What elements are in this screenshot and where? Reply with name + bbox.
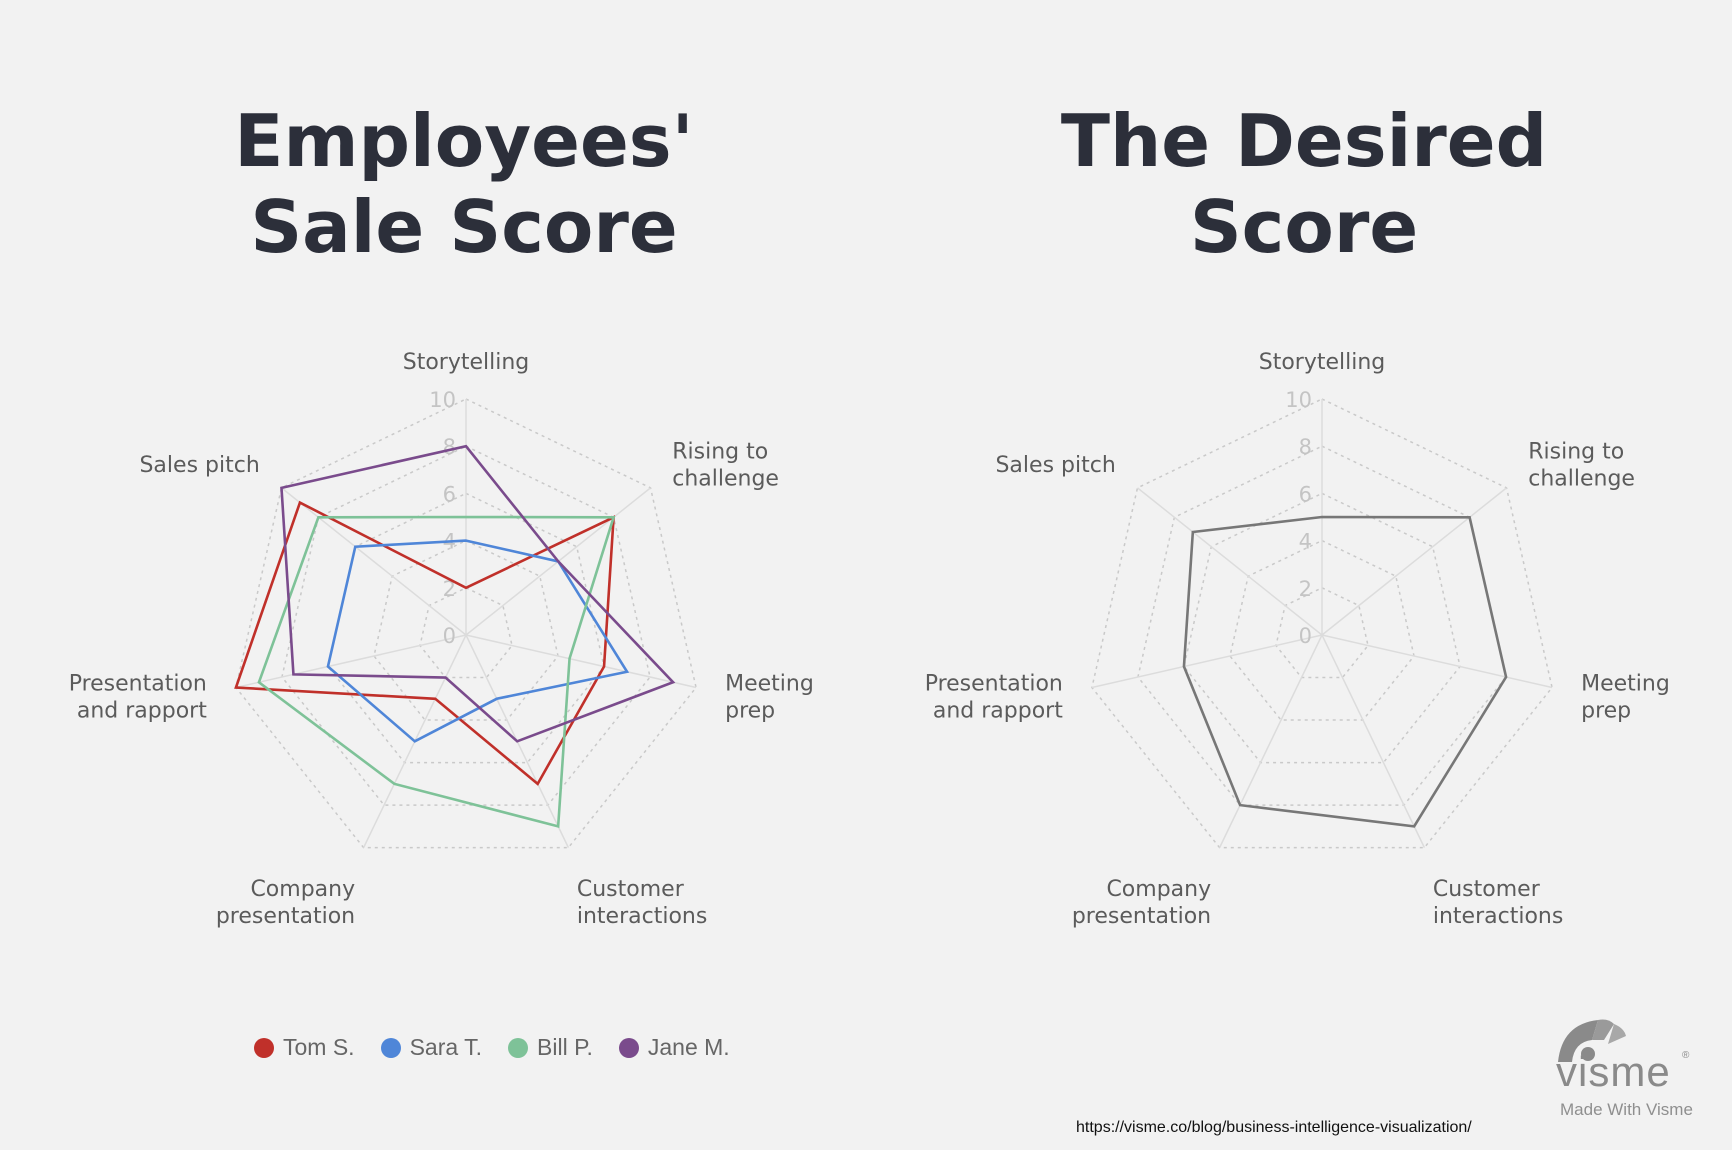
title-line-1: The Desired xyxy=(1060,99,1548,183)
legend-item-bill[interactable]: Bill P. xyxy=(508,1034,593,1061)
axis-label: Meeting xyxy=(1581,671,1670,696)
axis-spoke xyxy=(1137,487,1323,636)
axis-label: Meeting xyxy=(725,671,814,696)
tick-label: 6 xyxy=(1299,482,1312,506)
tick-label: 6 xyxy=(443,482,456,506)
grid-ring xyxy=(1275,586,1369,679)
logo-registered-mark: ® xyxy=(1682,1050,1690,1061)
axis-label: challenge xyxy=(672,467,779,492)
axis-label: Sales pitch xyxy=(995,453,1115,478)
axis-label: interactions xyxy=(577,904,707,929)
grid-ring xyxy=(1137,445,1507,806)
chart-title-desired: The Desired Score xyxy=(1004,98,1604,270)
series-line xyxy=(234,500,616,786)
axis-label: Rising to xyxy=(1528,440,1624,465)
title-line-1: Employees' xyxy=(234,99,694,183)
axis-spoke xyxy=(235,634,467,689)
visme-logo-icon xyxy=(1558,1019,1626,1062)
legend-label: Sara T. xyxy=(409,1034,483,1060)
axis-label: and rapport xyxy=(77,698,207,723)
tick-label: 8 xyxy=(1299,435,1312,459)
axis-label: interactions xyxy=(1433,904,1563,929)
axis-label: Storytelling xyxy=(1259,350,1386,375)
title-line-2: Sale Score xyxy=(250,185,678,269)
tick-label: 4 xyxy=(1299,530,1312,554)
grid-ring xyxy=(419,586,513,679)
series-line xyxy=(326,539,630,743)
axis-spoke xyxy=(1218,634,1323,848)
grid-ring xyxy=(1091,398,1553,849)
series-line xyxy=(280,444,676,743)
legend-dot xyxy=(618,1037,639,1058)
tick-label: 0 xyxy=(1299,624,1312,648)
tick-label: 8 xyxy=(443,435,456,459)
tick-label: 10 xyxy=(429,388,456,412)
logo-tagline: Made With Visme xyxy=(1560,1100,1693,1119)
legend-item-jane[interactable]: Jane M. xyxy=(618,1034,730,1061)
legend-label: Tom S. xyxy=(283,1034,355,1060)
axis-label: Customer xyxy=(1433,877,1541,902)
axis-label: Company xyxy=(1106,877,1211,902)
grid-ring xyxy=(1229,539,1415,721)
legend-label: Jane M. xyxy=(647,1034,730,1060)
axis-label: Presentation xyxy=(925,671,1063,696)
source-url[interactable]: https://visme.co/blog/business-intellige… xyxy=(1076,1119,1472,1136)
tick-label: 0 xyxy=(443,624,456,648)
tick-label: 2 xyxy=(443,577,456,601)
chart-title-employees: Employees' Sale Score xyxy=(164,98,764,270)
grid-ring xyxy=(373,539,559,721)
axis-label: Sales pitch xyxy=(139,453,259,478)
series-line xyxy=(257,515,616,829)
axis-spoke xyxy=(281,487,467,636)
axis-label: presentation xyxy=(216,904,355,929)
axis-label: and rapport xyxy=(933,698,1063,723)
axis-spoke xyxy=(1091,634,1323,689)
legend-item-tom[interactable]: Tom S. xyxy=(254,1034,355,1061)
axis-spoke xyxy=(1321,487,1507,636)
axis-label: prep xyxy=(1581,698,1631,723)
logo-wordmark: visme xyxy=(1556,1048,1671,1095)
axis-spoke xyxy=(1321,634,1553,689)
legend-label: Bill P. xyxy=(537,1034,593,1060)
grid-ring xyxy=(1183,492,1461,764)
legend-item-sara[interactable]: Sara T. xyxy=(380,1034,483,1061)
axis-label: Rising to xyxy=(672,440,768,465)
axis-label: challenge xyxy=(1528,467,1635,492)
axis-label: Company xyxy=(250,877,355,902)
axis-label: presentation xyxy=(1072,904,1211,929)
axis-spoke xyxy=(1321,634,1426,848)
axis-label: prep xyxy=(725,698,775,723)
grid-ring xyxy=(281,445,651,806)
axis-label: Customer xyxy=(577,877,685,902)
axis-label: Presentation xyxy=(69,671,207,696)
tick-label: 2 xyxy=(1299,577,1312,601)
series-line xyxy=(1182,515,1508,828)
chart-legend: Tom S. Sara T. Bill P. Jane M. xyxy=(254,1034,730,1061)
legend-dot xyxy=(254,1037,274,1058)
axis-label: Storytelling xyxy=(403,350,530,375)
legend-dot xyxy=(508,1037,529,1058)
title-line-2: Score xyxy=(1189,185,1419,269)
grid-ring xyxy=(235,398,697,849)
tick-label: 10 xyxy=(1285,388,1312,412)
axis-spoke xyxy=(465,634,697,689)
legend-dot xyxy=(380,1037,401,1058)
